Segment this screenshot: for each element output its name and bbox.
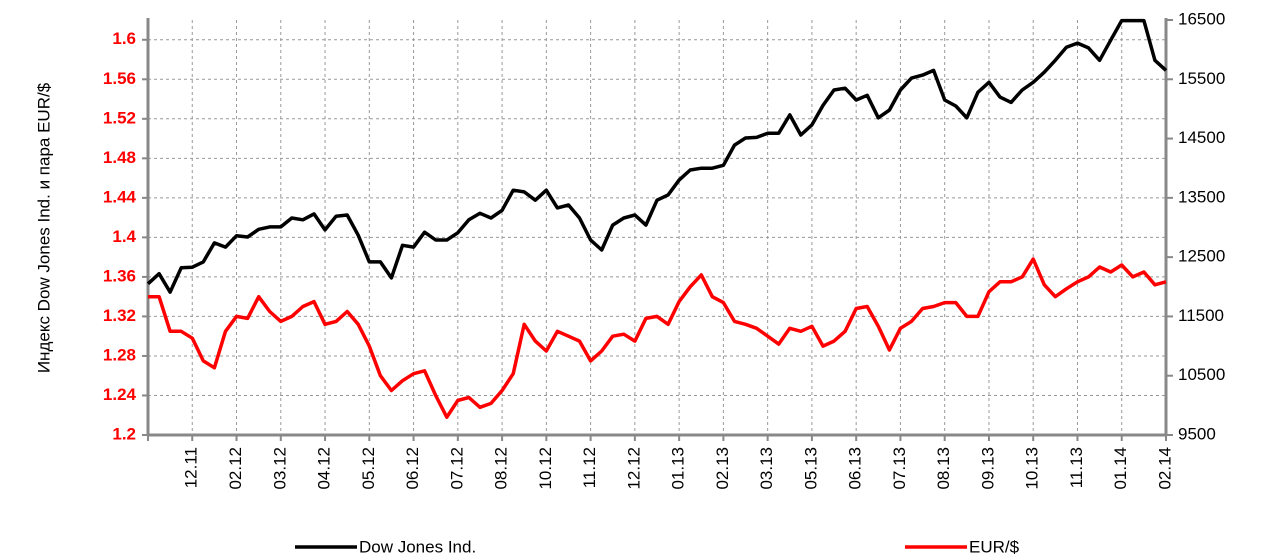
data-line — [146, 18, 1168, 294]
x-tick-label: 02.13 — [713, 447, 732, 490]
x-tick-label: 11.13 — [1067, 447, 1086, 488]
legend-label: Dow Jones Ind. — [359, 537, 476, 556]
x-tick-label: 02.14 — [1155, 447, 1174, 490]
x-tick-label: 07.13 — [890, 447, 909, 490]
x-tick-label: 08.12 — [492, 447, 511, 490]
y-tick-label: 1.28 — [103, 345, 136, 364]
data-line — [148, 257, 1167, 419]
y2-tick-label: 16500 — [1178, 9, 1225, 28]
x-tick-label: 05.13 — [801, 447, 820, 490]
x-tick-label: 11.12 — [580, 447, 599, 488]
y-tick-label: 1.52 — [103, 108, 136, 127]
x-tick-label: 01.13 — [669, 447, 688, 490]
y-tick-label: 1.4 — [112, 227, 136, 246]
x-tick-label: 02.12 — [226, 447, 245, 490]
x-tick-label: 10.13 — [1023, 447, 1042, 490]
y-tick-label: 1.36 — [103, 266, 136, 285]
x-tick-label: 03.12 — [270, 447, 289, 490]
legend-label: EUR/$ — [969, 537, 1020, 556]
y2-tick-label: 14500 — [1178, 128, 1225, 147]
y-tick-label: 1.56 — [103, 69, 136, 88]
y-tick-label: 1.32 — [103, 306, 136, 325]
y-tick-label: 1.48 — [103, 148, 136, 167]
y2-tick-label: 10500 — [1178, 365, 1225, 384]
x-tick-label: 03.13 — [757, 447, 776, 490]
x-tick-label: 01.14 — [1111, 447, 1130, 490]
x-tick-label: 09.13 — [978, 447, 997, 490]
x-tick-label: 10.12 — [536, 447, 555, 490]
y-axis-label: Индекс Dow Jones Ind. и пара EUR/$ — [34, 82, 53, 373]
x-tick-label: 07.12 — [447, 447, 466, 490]
x-tick-label: 04.12 — [315, 447, 334, 490]
y2-tick-label: 9500 — [1178, 424, 1216, 443]
y-tick-label: 1.24 — [103, 385, 137, 404]
x-tick-label: 05.12 — [359, 447, 378, 490]
y2-tick-label: 12500 — [1178, 247, 1225, 266]
y2-tick-label: 11500 — [1178, 306, 1224, 325]
x-tick-label: 12.11 — [182, 447, 201, 488]
x-tick-label: 08.13 — [934, 447, 953, 490]
x-tick-label: 12.12 — [624, 447, 643, 490]
x-tick-label: 06.12 — [403, 447, 422, 490]
y-tick-label: 1.6 — [112, 29, 136, 48]
y2-tick-label: 13500 — [1178, 187, 1225, 206]
y2-tick-label: 15500 — [1178, 69, 1225, 88]
y-tick-label: 1.2 — [112, 424, 136, 443]
y-tick-label: 1.44 — [103, 187, 137, 206]
x-tick-label: 06.13 — [846, 447, 865, 490]
